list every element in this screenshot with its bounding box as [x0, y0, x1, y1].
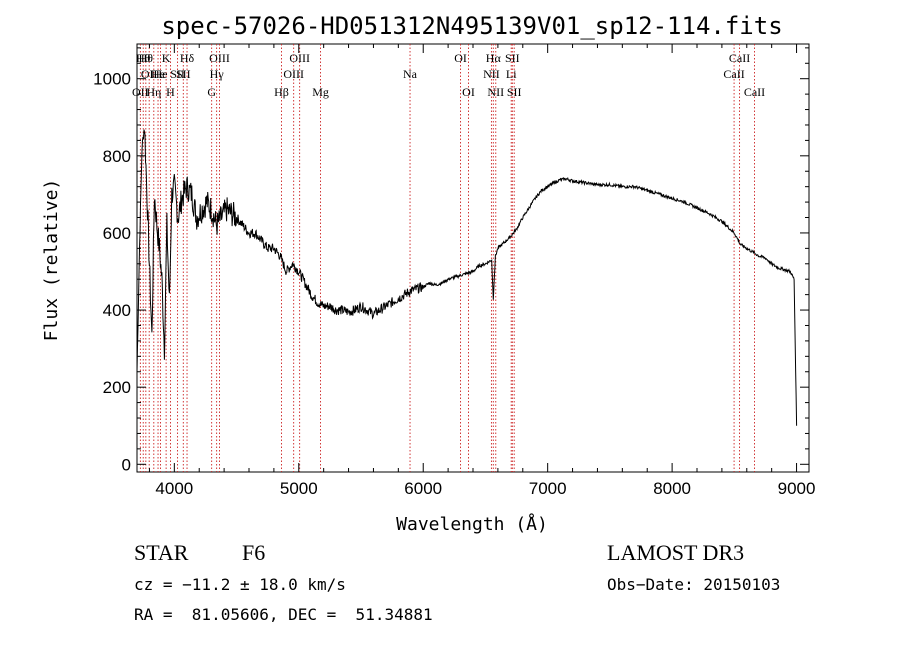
- y-tick-label-4: 800: [103, 147, 131, 166]
- x-tick-label-5: 9000: [778, 479, 816, 498]
- line-label-8: H: [166, 85, 175, 99]
- ra-dec: RA = 81.05606, DEC = 51.34881: [134, 605, 433, 624]
- line-label-2: Hθ: [139, 51, 154, 65]
- survey-name: LAMOST DR3: [607, 540, 744, 565]
- y-tick-label-5: 1000: [93, 70, 131, 89]
- line-label-11: Hδ: [180, 51, 195, 65]
- line-label-23: Hα: [486, 51, 502, 65]
- line-label-29: CaII: [729, 51, 750, 65]
- line-label-10: SII: [176, 67, 191, 81]
- line-label-1: Hθ: [136, 51, 151, 65]
- line-label-12: G: [207, 85, 216, 99]
- line-label-3: OII: [141, 67, 158, 81]
- spectral-line-markers: [139, 44, 755, 472]
- line-label-30: CaII: [744, 85, 765, 99]
- line-label-0: OII: [132, 85, 149, 99]
- x-axis-ticks: 4000 5000 6000 7000 8000 9000: [148, 44, 816, 498]
- x-tick-label-0: 4000: [155, 479, 193, 498]
- line-label-7: K: [162, 51, 171, 65]
- line-label-9: SII: [170, 67, 185, 81]
- y-tick-label-1: 200: [103, 378, 131, 397]
- object-class: STAR: [134, 540, 189, 565]
- line-label-26: SII: [505, 51, 520, 65]
- line-label-16: OIII: [283, 67, 304, 81]
- line-label-25: Li: [506, 67, 517, 81]
- y-tick-label-0: 0: [122, 455, 131, 474]
- y-axis-label: Flux (relative): [41, 179, 62, 342]
- spectrum-line: [136, 129, 798, 426]
- plot-frame: [136, 43, 810, 473]
- x-tick-label-1: 5000: [280, 479, 318, 498]
- line-label-27: SII: [507, 85, 522, 99]
- line-label-6: He: [154, 67, 168, 81]
- y-axis-ticks: 0 200 400 600 800 1000: [93, 47, 809, 474]
- line-label-28: CaII: [723, 67, 744, 81]
- line-label-5: He: [151, 67, 165, 81]
- spectral-line-labels: OIIHθHθOIIHηHeHeKHSIISIIHδGHγOIIIHβOIIIO…: [132, 51, 765, 99]
- line-label-15: Hβ: [274, 85, 289, 99]
- line-label-19: Na: [403, 67, 418, 81]
- x-tick-label-4: 8000: [653, 479, 691, 498]
- line-label-14: OIII: [209, 51, 230, 65]
- chart-title: spec-57026-HD051312N495139V01_sp12-114.f…: [161, 12, 782, 40]
- y-tick-label-2: 400: [103, 301, 131, 320]
- x-axis-label: Wavelength (Å): [396, 513, 548, 535]
- line-label-17: OIII: [289, 51, 310, 65]
- y-tick-label-3: 600: [103, 224, 131, 243]
- x-tick-label-3: 7000: [529, 479, 567, 498]
- line-label-4: Hη: [146, 85, 161, 99]
- line-label-22: NII: [483, 67, 500, 81]
- redshift-cz: cz = −11.2 ± 18.0 km/s: [134, 575, 346, 594]
- x-tick-label-2: 6000: [404, 479, 442, 498]
- line-label-21: OI: [462, 85, 475, 99]
- line-label-20: OI: [454, 51, 467, 65]
- line-label-13: Hγ: [210, 67, 225, 81]
- obs-date: Obs−Date: 20150103: [607, 575, 780, 594]
- line-label-24: NII: [487, 85, 504, 99]
- object-subclass: F6: [242, 540, 265, 565]
- line-label-18: Mg: [312, 85, 329, 99]
